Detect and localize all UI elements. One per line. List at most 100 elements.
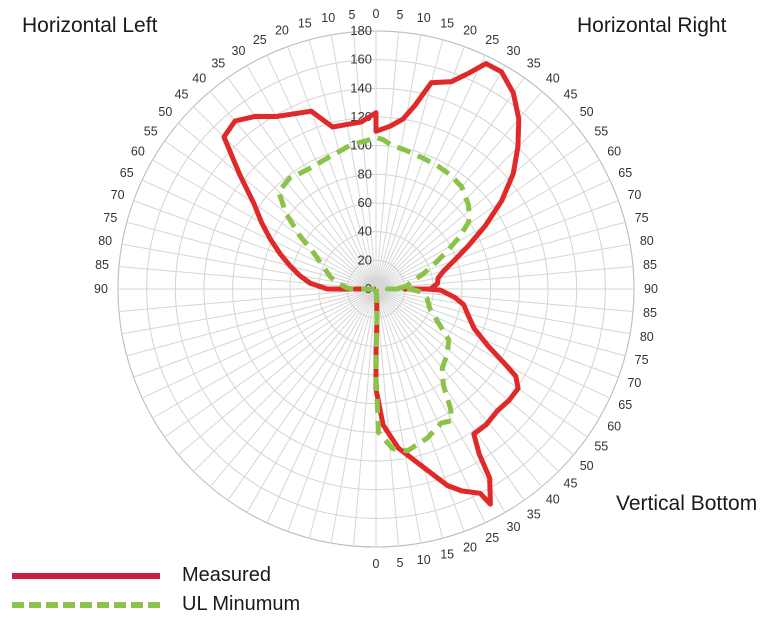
grid-spoke xyxy=(126,221,377,290)
grid-spoke xyxy=(375,288,611,399)
grid-spoke xyxy=(375,39,444,290)
angle-tick-label: 65 xyxy=(618,166,632,180)
angle-tick-label: 90 xyxy=(644,282,658,296)
grid-spoke xyxy=(133,200,377,290)
angle-tick-label: 10 xyxy=(321,11,335,25)
label-horizontal-right: Horizontal Right xyxy=(577,14,727,37)
angle-tick-label: 75 xyxy=(103,211,117,225)
angle-tick-label: 10 xyxy=(417,553,431,567)
angle-tick-label: 50 xyxy=(580,459,594,473)
radial-tick-label: 60 xyxy=(358,195,372,210)
grid-spoke xyxy=(375,140,588,290)
grid-spoke xyxy=(375,266,634,290)
grid-spoke xyxy=(375,288,525,501)
grid-spoke xyxy=(375,46,465,290)
grid-spoke xyxy=(375,288,631,335)
angle-tick-label: 40 xyxy=(192,71,206,85)
angle-tick-label: 70 xyxy=(627,188,641,202)
grid-spoke xyxy=(375,288,588,438)
angle-tick-label: 55 xyxy=(594,440,608,454)
angle-tick-label: 80 xyxy=(640,330,654,344)
grid-spoke xyxy=(375,288,486,524)
grid-spoke xyxy=(330,34,377,290)
angle-tick-label: 70 xyxy=(111,188,125,202)
series-line-ul-minimum xyxy=(276,134,472,454)
grid-spoke xyxy=(375,288,574,456)
grid-spoke xyxy=(308,39,377,290)
grid-spoke xyxy=(266,288,377,524)
grid-spoke xyxy=(375,288,543,487)
legend-label-ul-minimum: UL Minumum xyxy=(182,593,301,615)
grid-spoke xyxy=(141,288,377,399)
radial-tick-label: 180 xyxy=(350,23,372,38)
label-vertical-bottom: Vertical Bottom xyxy=(616,492,758,515)
angle-tick-label: 85 xyxy=(643,258,657,272)
grid-spoke xyxy=(375,243,631,290)
angle-tick-label: 85 xyxy=(95,258,109,272)
grid-spoke xyxy=(227,288,377,501)
angle-tick-label: 35 xyxy=(527,57,541,71)
grid-spoke xyxy=(375,288,600,419)
grid-spoke xyxy=(375,91,543,290)
grid-spoke xyxy=(375,179,611,290)
grid-spoke xyxy=(308,288,377,539)
angle-tick-label: 65 xyxy=(120,166,134,180)
angle-tick-label: 75 xyxy=(635,211,649,225)
grid-spoke xyxy=(375,54,486,290)
angle-tick-label: 85 xyxy=(643,306,657,320)
angle-tick-label: 45 xyxy=(175,88,189,102)
legend-item-ul-minimum: UL Minumum xyxy=(12,593,300,616)
grid-spoke xyxy=(193,288,377,472)
label-horizontal-left: Horizontal Left xyxy=(22,14,158,37)
grid-spoke xyxy=(375,34,422,290)
grid-spoke xyxy=(152,288,377,419)
grid-spoke xyxy=(375,288,559,472)
grid-spoke xyxy=(375,288,506,513)
radial-tick-label: 40 xyxy=(358,224,372,239)
angle-tick-label: 80 xyxy=(640,234,654,248)
angle-tick-label: 60 xyxy=(607,420,621,434)
grid-spoke xyxy=(118,288,377,312)
legend-label-measured: Measured xyxy=(182,564,271,586)
angle-tick-label: 50 xyxy=(580,105,594,119)
grid-spoke xyxy=(118,266,377,290)
angle-tick-label: 45 xyxy=(564,88,578,102)
angle-tick-label: 55 xyxy=(144,124,158,138)
angle-tick-label: 70 xyxy=(627,376,641,390)
angle-tick-label: 45 xyxy=(564,476,578,490)
legend-swatch-ul-minimum xyxy=(12,601,160,608)
angle-tick-label: 5 xyxy=(396,556,403,570)
angle-tick-label: 0 xyxy=(373,7,380,21)
angle-tick-label: 25 xyxy=(253,33,267,47)
grid-spoke xyxy=(141,179,377,290)
grid-spoke xyxy=(209,91,377,290)
angle-tick-label: 30 xyxy=(232,44,246,58)
angle-tick-label: 65 xyxy=(618,398,632,412)
angle-tick-label: 25 xyxy=(485,33,499,47)
grid-spoke xyxy=(375,288,465,532)
grid-spoke xyxy=(209,288,377,487)
grid-spoke xyxy=(375,221,626,290)
grid-spoke xyxy=(227,77,377,290)
grid-spoke xyxy=(375,288,626,357)
grid-spoke xyxy=(353,288,377,547)
angle-tick-label: 80 xyxy=(98,234,112,248)
legend-item-measured: Measured xyxy=(12,564,271,587)
grid-spoke xyxy=(178,288,377,456)
grid-spoke xyxy=(287,46,377,290)
grid-spoke xyxy=(330,288,377,544)
legend-swatch-measured xyxy=(12,572,160,579)
grid-spoke xyxy=(121,243,377,290)
angle-tick-label: 35 xyxy=(527,507,541,521)
angle-tick-label: 50 xyxy=(158,105,172,119)
angle-tick-label: 15 xyxy=(440,548,454,562)
angle-tick-label: 10 xyxy=(417,11,431,25)
angle-tick-label: 20 xyxy=(275,24,289,38)
radial-tick-label: 160 xyxy=(350,52,372,67)
radial-tick-label: 20 xyxy=(358,252,372,267)
angle-tick-label: 60 xyxy=(131,145,145,159)
grid-spoke xyxy=(375,200,619,290)
angle-tick-label: 0 xyxy=(373,557,380,571)
grid-spoke xyxy=(126,288,377,357)
